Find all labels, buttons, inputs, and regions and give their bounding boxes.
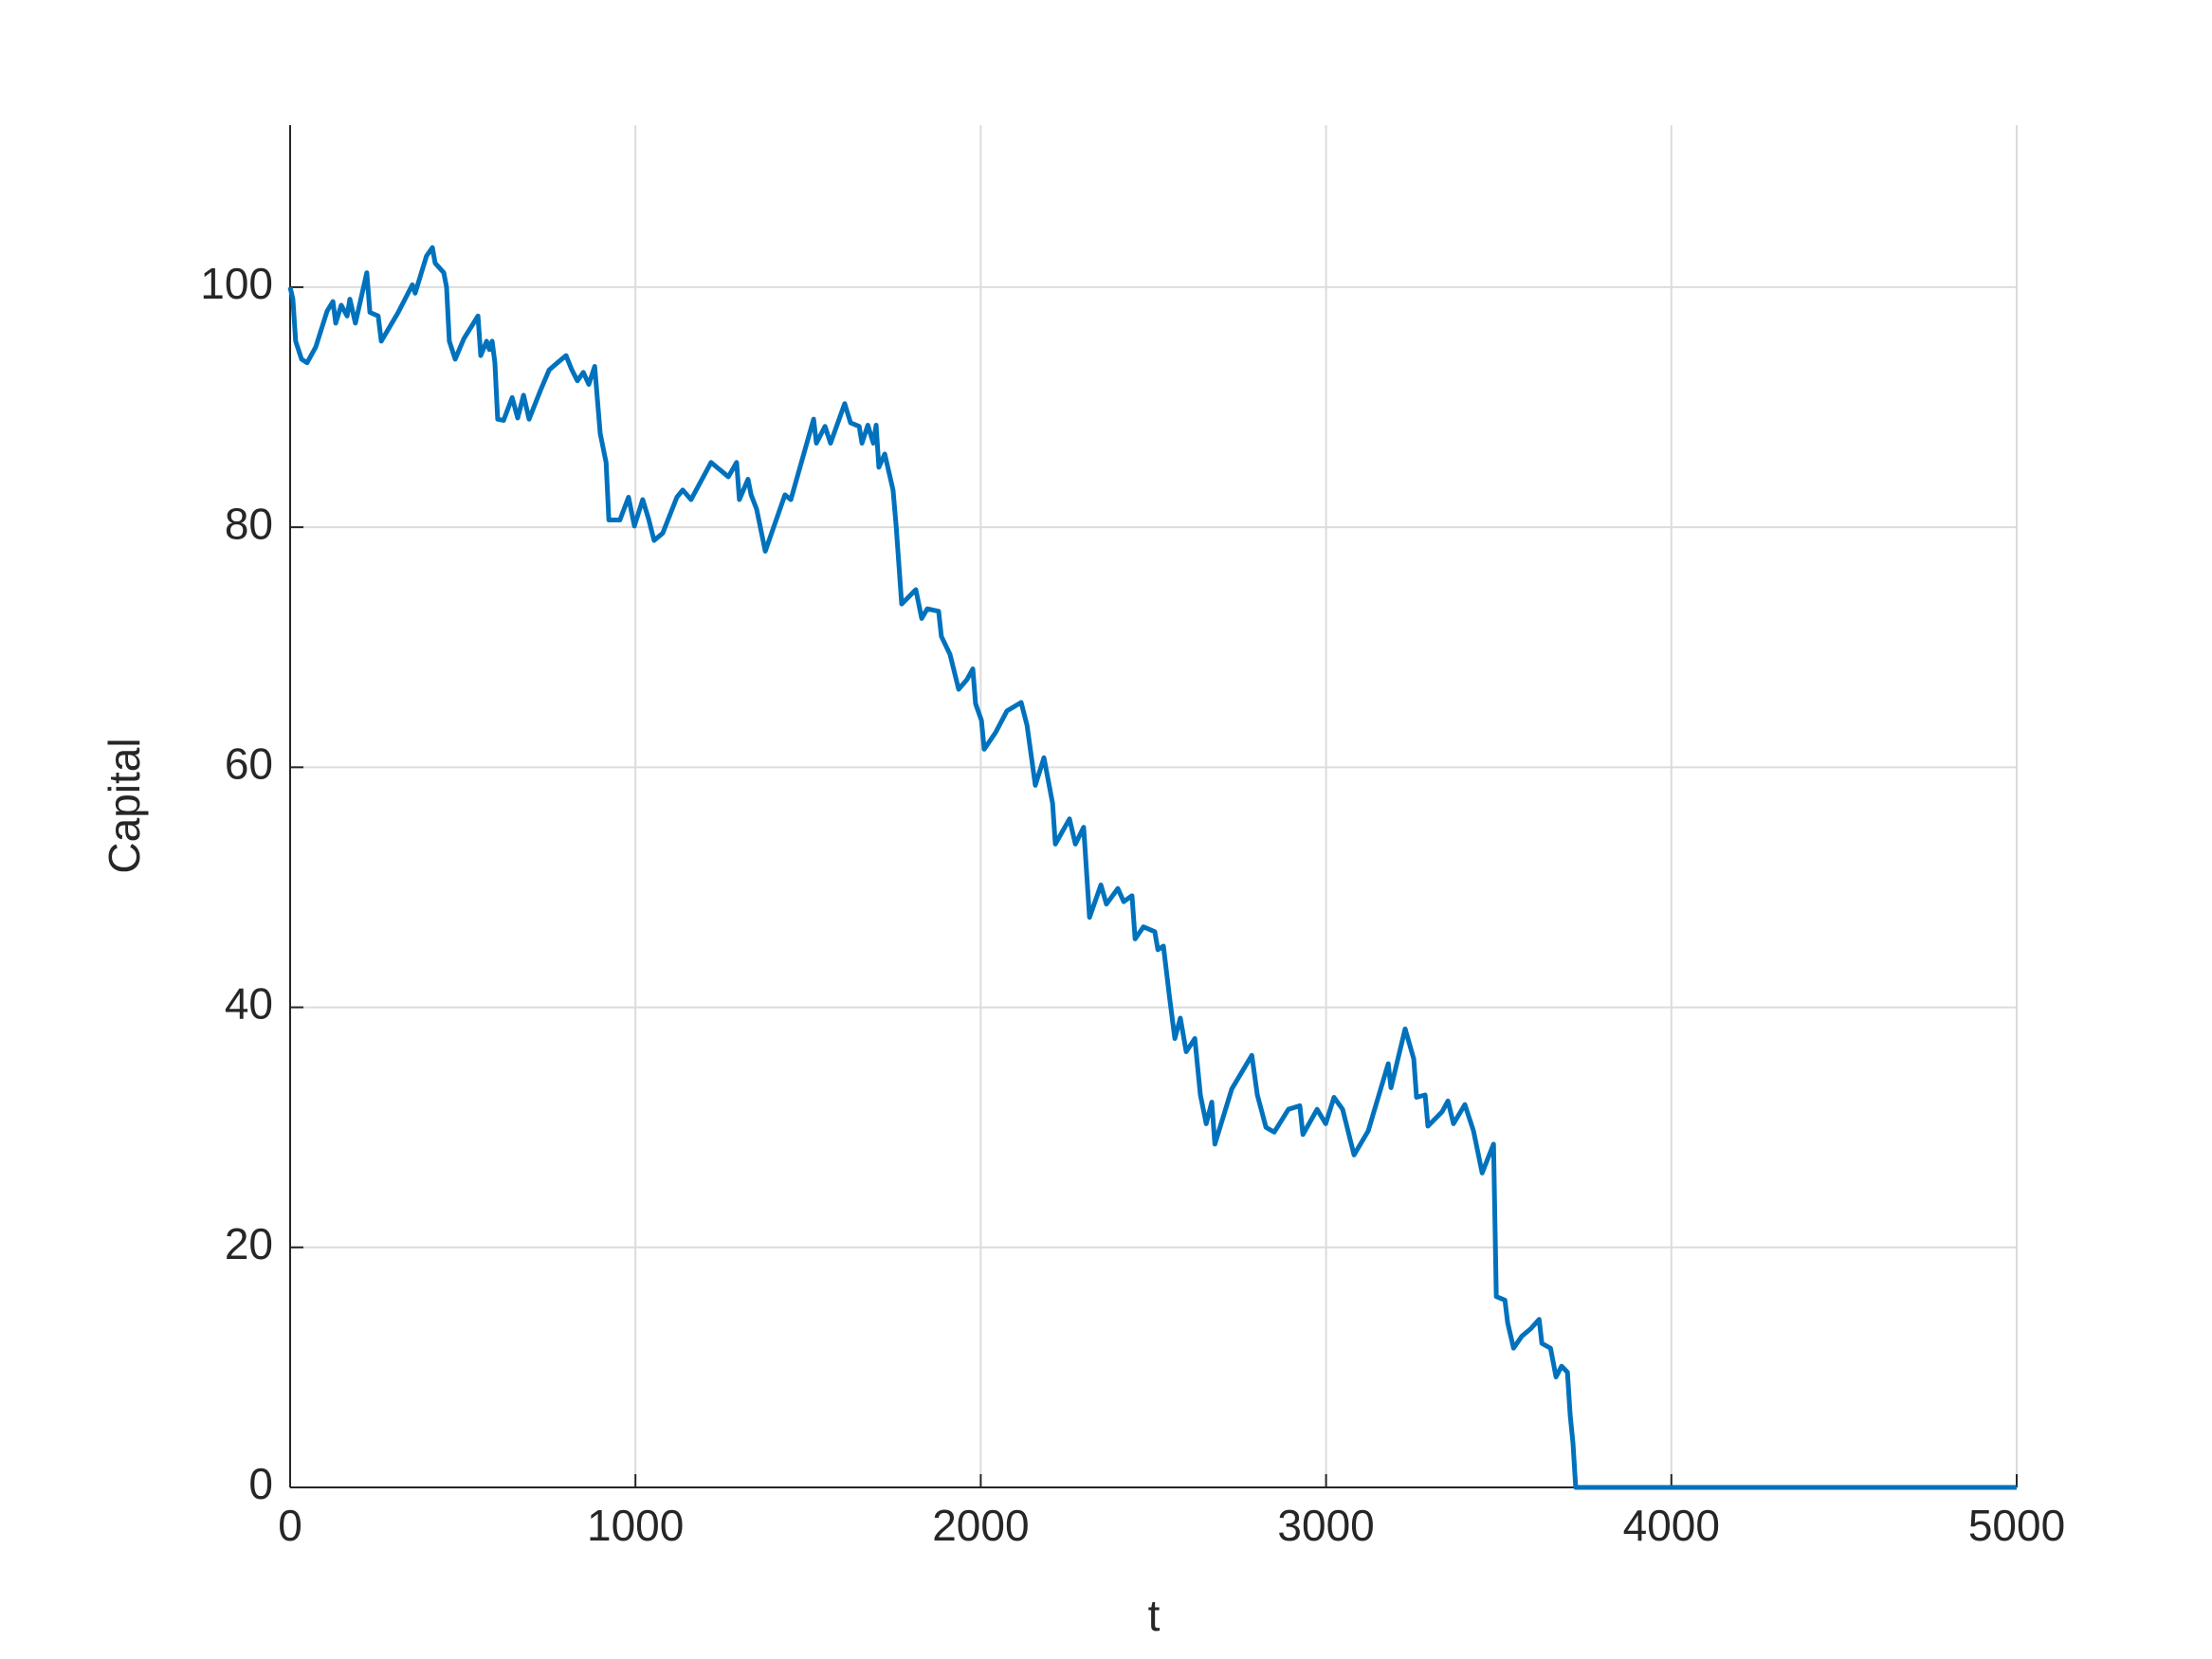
x-tick-label: 0 xyxy=(278,1501,302,1550)
y-tick-label: 40 xyxy=(225,979,273,1029)
y-tick-label: 0 xyxy=(248,1459,273,1508)
y-tick-label: 20 xyxy=(225,1219,273,1268)
y-tick-label: 60 xyxy=(225,739,273,789)
x-tick-label: 5000 xyxy=(1968,1501,2065,1550)
x-tick-label: 4000 xyxy=(1623,1501,1720,1550)
x-tick-label: 3000 xyxy=(1277,1501,1374,1550)
x-tick-label: 1000 xyxy=(587,1501,684,1550)
y-axis-label: Capital xyxy=(100,738,149,873)
x-axis-label: t xyxy=(1148,1591,1161,1640)
data-line xyxy=(287,245,2017,1490)
x-tick-label: 2000 xyxy=(932,1501,1029,1550)
y-tick-label: 80 xyxy=(225,499,273,548)
y-tick-label: 100 xyxy=(200,259,273,308)
